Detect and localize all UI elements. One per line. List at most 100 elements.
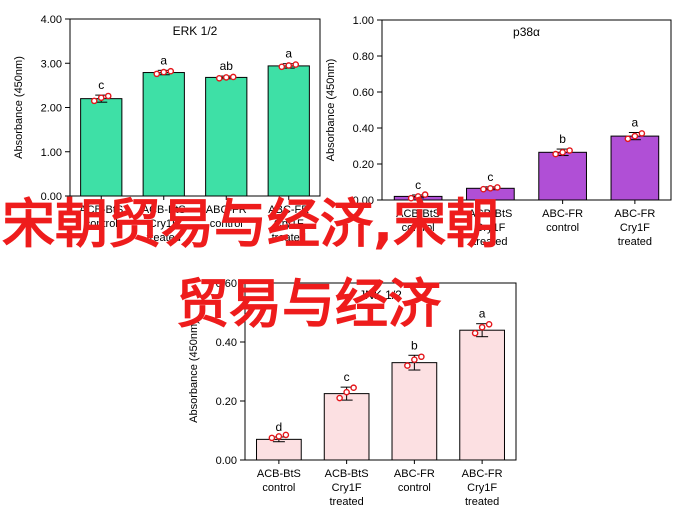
data-point [215, 74, 223, 82]
y-tick-label: 4.00 [41, 14, 62, 26]
y-axis-label: Absorbance (450nm) [13, 56, 25, 159]
x-tick-label: ABC-FR [394, 468, 435, 480]
data-point [343, 388, 350, 396]
chart-title: ERK 1/2 [173, 24, 218, 38]
y-tick-label: 0.40 [353, 123, 374, 135]
bar [391, 362, 438, 461]
data-point [414, 193, 422, 200]
y-tick-label: 0.60 [216, 278, 237, 290]
x-tick-label: treated [618, 236, 652, 248]
x-tick-label: Cry1F [475, 222, 505, 234]
data-point [418, 353, 425, 361]
data-point [478, 323, 486, 331]
y-axis-label: Absorbance (450nm) [325, 59, 337, 162]
bar [323, 393, 370, 461]
x-tick-label: ACB-BtS [325, 468, 369, 480]
x-tick-label: Cry1F [274, 218, 304, 230]
data-point [275, 433, 283, 440]
bar [538, 151, 587, 201]
data-point [485, 320, 493, 328]
data-point [90, 97, 98, 105]
y-tick-label: 0.80 [353, 51, 374, 63]
x-tick-label: ACB-BtS [257, 468, 301, 480]
bar [142, 72, 185, 197]
data-point [411, 356, 418, 364]
x-tick-label: control [546, 222, 579, 234]
x-tick-label: control [262, 482, 295, 494]
bar [256, 438, 302, 461]
plot-frame [381, 19, 672, 201]
x-tick-label: treated [272, 232, 306, 244]
x-tick-label: ACB-BtS [396, 208, 440, 220]
y-tick-label: 0.60 [353, 87, 374, 99]
chart-title: p38α [513, 25, 540, 39]
data-point [153, 70, 161, 78]
x-tick-label: treated [147, 232, 181, 244]
data-point [229, 73, 237, 81]
bar [80, 98, 123, 197]
data-point [268, 434, 276, 442]
x-tick-label: control [210, 218, 243, 230]
x-tick-label: treated [465, 496, 499, 508]
significance-letter: a [160, 53, 167, 67]
data-point [350, 384, 357, 392]
x-tick-label: ABC-FR [268, 204, 309, 216]
x-tick-label: treated [473, 236, 507, 248]
significance-letter: a [285, 47, 292, 61]
x-tick-label: ACB-BtS [468, 208, 512, 220]
plot-frame [244, 282, 517, 461]
significance-letter: c [344, 370, 350, 384]
overlay-text-line-2: 贸易与经济 [176, 274, 441, 335]
data-point [336, 394, 343, 402]
data-point [552, 150, 559, 158]
significance-letter: b [559, 132, 566, 146]
bar [459, 329, 505, 461]
overlay-text-line-1: 宋朝贸易与经济,宋朝 [2, 194, 500, 255]
data-point [480, 185, 487, 193]
y-tick-label: 1.00 [41, 147, 62, 159]
chart-jnk: JNK 1/2 0.00 0.20 0.40 0.60 Absorbance (450nm… [188, 278, 517, 508]
x-tick-label: control [398, 482, 431, 494]
y-tick-label: 0.40 [216, 337, 237, 349]
data-point [494, 184, 501, 191]
x-tick-label: control [402, 222, 435, 234]
data-point [278, 63, 286, 71]
data-point [285, 62, 293, 69]
data-point [222, 74, 230, 81]
significance-letter: c [487, 170, 493, 184]
y-tick-label: 0.00 [41, 191, 62, 203]
chart-title: JNK 1/2 [359, 288, 402, 302]
data-point [404, 362, 411, 369]
data-point [631, 132, 639, 140]
significance-letter: d [276, 420, 283, 434]
x-tick-label: ACB-BtS [79, 204, 123, 216]
x-tick-label: ABC-FR [206, 204, 247, 216]
significance-letter: a [632, 116, 639, 130]
data-point [559, 148, 566, 156]
x-tick-label: Cry1F [620, 222, 650, 234]
y-tick-label: 2.00 [41, 103, 62, 115]
data-point [566, 147, 573, 154]
data-point [638, 130, 646, 137]
data-point [282, 431, 290, 439]
data-point [624, 135, 632, 143]
x-tick-label: ABC-FR [614, 208, 655, 220]
x-tick-label: ABC-FR [462, 468, 503, 480]
x-tick-label: ACB-BtS [142, 204, 186, 216]
significance-letter: b [411, 338, 418, 352]
data-point [167, 67, 175, 75]
data-point [487, 184, 494, 192]
x-tick-label: treated [330, 496, 364, 508]
significance-letter: ab [220, 59, 234, 73]
y-tick-label: 0.20 [353, 159, 374, 171]
data-point [471, 329, 479, 337]
data-point [421, 191, 429, 198]
data-point [292, 61, 300, 68]
y-tick-label: 0.20 [216, 396, 237, 408]
bar [205, 76, 248, 197]
significance-letter: c [98, 78, 104, 92]
y-tick-label: 1.00 [353, 15, 374, 27]
significance-letter: a [479, 307, 486, 321]
bar [610, 135, 660, 201]
